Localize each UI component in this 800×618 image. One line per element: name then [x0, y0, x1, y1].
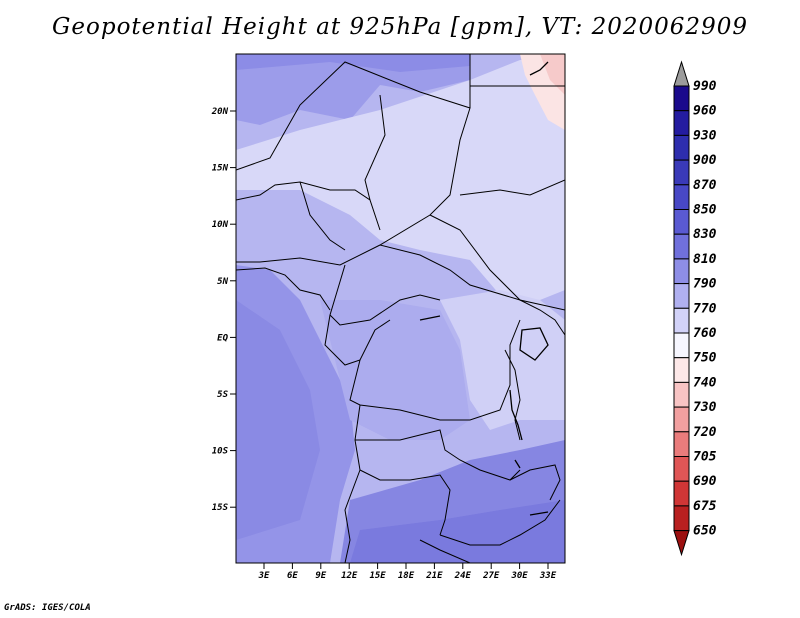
colorbar-segment — [673, 431, 690, 457]
colorbar-level-label: 750 — [693, 351, 717, 366]
colorbar-segment — [673, 110, 690, 136]
colorbar-level-label: 690 — [693, 474, 717, 489]
colorbar-level-label: 930 — [693, 128, 717, 143]
colorbar-segment — [673, 357, 690, 383]
colorbar-segment — [673, 159, 690, 186]
colorbar-level-label: 960 — [693, 104, 717, 119]
colorbar-level-label: 740 — [693, 375, 717, 390]
lon-tick-label: 21E — [425, 571, 443, 581]
lat-tick-label: 5S — [217, 390, 228, 400]
map-frame — [235, 53, 566, 564]
colorbar-level-label: 770 — [693, 301, 717, 316]
colorbar-segment — [673, 184, 690, 211]
lon-tick-label: 27E — [482, 571, 500, 581]
lat-tick-label: 15S — [212, 503, 229, 513]
colorbar-segment — [673, 505, 690, 532]
colorbar-level-label: 900 — [693, 153, 717, 168]
colorbar-level-label: 650 — [693, 524, 717, 539]
colorbar-level-label: 830 — [693, 227, 717, 242]
colorbar-level-label: 810 — [693, 252, 717, 267]
lon-tick-label: 33E — [539, 571, 557, 581]
colorbar-level-label: 990 — [693, 79, 717, 94]
grads-credit: GrADS: IGES/COLA — [4, 603, 91, 613]
lat-tick-label: 10N — [212, 220, 229, 230]
map-title: Geopotential Height at 925hPa [gpm], VT:… — [52, 14, 748, 40]
colorbar-level-label: 870 — [693, 178, 717, 193]
lat-tick-label: 5N — [217, 277, 228, 287]
height-field — [236, 54, 565, 563]
colorbar-segment — [673, 85, 690, 112]
colorbar-segment — [673, 233, 690, 260]
colorbar-segment — [673, 258, 690, 285]
lon-tick-label: 3E — [258, 571, 270, 581]
lon-tick-label: 18E — [398, 571, 415, 581]
colorbar-segment — [673, 332, 690, 359]
colorbar-lower-extension — [673, 530, 690, 557]
colorbar-upper-extension — [673, 60, 690, 87]
colorbar-segment — [673, 307, 690, 334]
colorbar-segment — [673, 283, 690, 309]
colorbar-segment — [673, 456, 690, 482]
colorbar-level-label: 705 — [693, 450, 717, 465]
colorbar-segment — [673, 406, 690, 433]
lon-tick-label: 12E — [341, 571, 358, 581]
lon-tick-label: 30E — [510, 571, 528, 581]
lat-tick-label: 15N — [212, 164, 229, 174]
lat-tick-label: 20N — [211, 107, 229, 117]
colorbar-segment — [673, 381, 690, 408]
lakes — [419, 61, 549, 516]
latitude-axis: 20N 15N 10N 5N EQ 5S 10S 15S — [211, 107, 236, 513]
colorbar-level-label: 720 — [693, 425, 717, 440]
colorbar-level-label: 730 — [693, 400, 717, 415]
lon-tick-label: 24E — [454, 571, 472, 581]
lat-tick-label: EQ — [217, 333, 228, 343]
lon-tick-label: 6E — [287, 571, 298, 581]
colorbar-level-label: 790 — [693, 277, 717, 292]
colorbar-segment — [673, 480, 690, 507]
colorbar-level-label: 760 — [693, 326, 717, 341]
colorbar-level-label: 850 — [693, 203, 717, 218]
longitude-axis: 3E 6E 9E 12E 15E 18E 21E 24E 27E 30E 33E — [258, 563, 557, 581]
country-borders — [236, 54, 565, 563]
lat-tick-label: 10S — [212, 447, 229, 457]
lon-tick-label: 15E — [369, 571, 386, 581]
colorbar: 990 960 930 900 870 850 830 810 790 770 760 750 740 7… — [673, 60, 717, 557]
lon-tick-label: 9E — [315, 571, 326, 581]
colorbar-segment — [673, 134, 690, 161]
colorbar-segment — [673, 209, 690, 235]
colorbar-level-label: 675 — [693, 499, 717, 514]
